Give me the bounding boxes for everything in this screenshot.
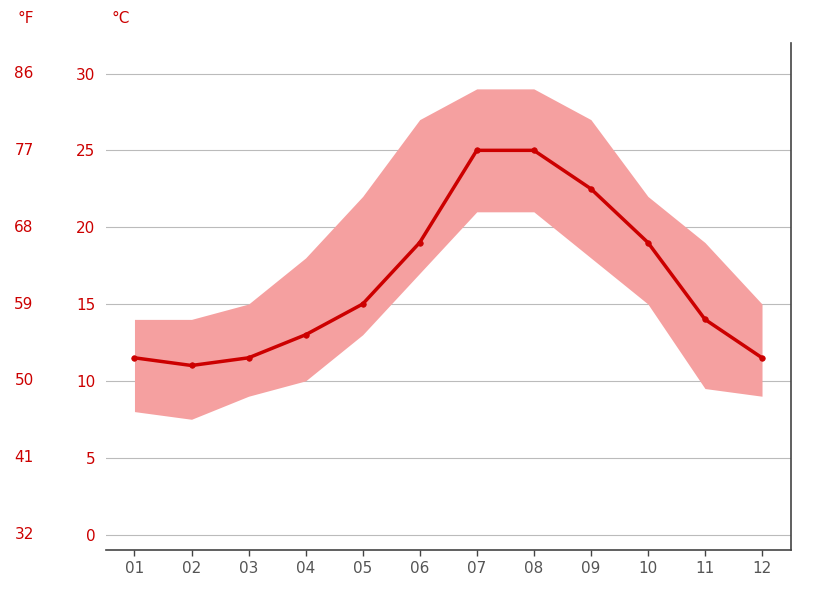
Text: 50: 50 — [15, 373, 33, 389]
Text: 68: 68 — [15, 220, 33, 235]
Text: 32: 32 — [15, 527, 33, 542]
Text: °C: °C — [112, 11, 130, 26]
Text: 86: 86 — [15, 66, 33, 81]
Text: 77: 77 — [15, 143, 33, 158]
Text: 41: 41 — [15, 450, 33, 465]
Text: 59: 59 — [15, 296, 33, 312]
Text: °F: °F — [17, 11, 33, 26]
